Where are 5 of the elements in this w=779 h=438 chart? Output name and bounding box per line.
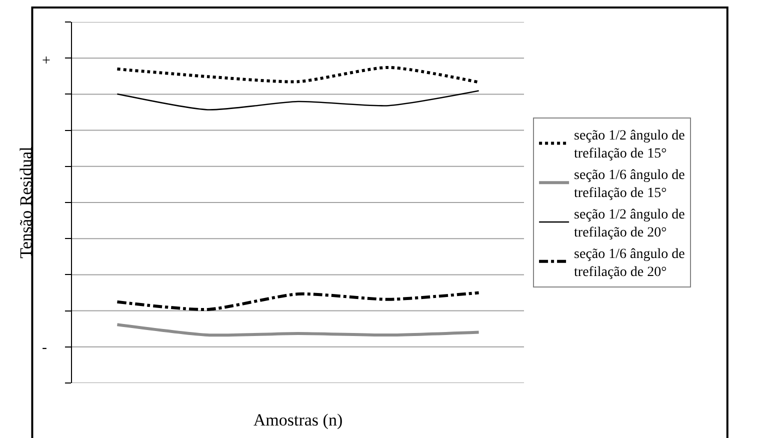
y-axis-title: Tensão Residual <box>16 146 36 258</box>
legend-label: seção 1/6 ângulo de trefilação de 20° <box>574 246 685 280</box>
x-axis-title: Amostras (n) <box>253 410 343 430</box>
text: - <box>42 340 47 356</box>
text: + <box>42 53 50 69</box>
